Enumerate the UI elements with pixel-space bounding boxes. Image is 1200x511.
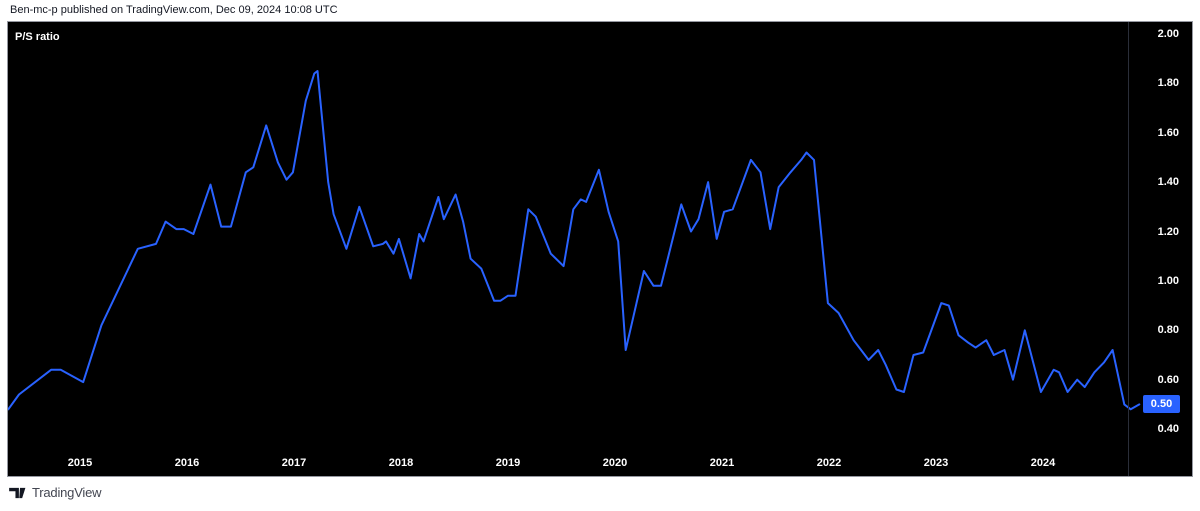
x-axis-tick: 2015 <box>67 457 93 469</box>
brand-text: TradingView <box>32 485 102 500</box>
pane-title: P/S ratio <box>15 31 60 43</box>
price-scale[interactable] <box>1126 22 1192 476</box>
y-axis-tick: 2.00 <box>1157 28 1179 40</box>
y-axis-tick: 1.60 <box>1157 127 1179 139</box>
tradingview-logo-icon <box>9 487 26 499</box>
x-axis-tick: 2024 <box>1030 457 1056 469</box>
price-scale-border <box>1128 22 1129 476</box>
y-axis-tick: 1.20 <box>1157 226 1179 238</box>
x-axis-tick: 2019 <box>495 457 521 469</box>
x-axis-tick: 2017 <box>281 457 307 469</box>
price-line-series <box>8 70 1141 411</box>
x-axis-tick: 2020 <box>602 457 628 469</box>
price-line-chart[interactable] <box>8 22 1192 476</box>
chart-surface[interactable] <box>8 22 1192 476</box>
x-axis-tick: 2016 <box>174 457 200 469</box>
attribution-text: Ben-mc-p published on TradingView.com, D… <box>10 4 338 16</box>
y-axis-tick: 1.00 <box>1157 275 1179 287</box>
attribution-bar: Ben-mc-p published on TradingView.com, D… <box>0 0 1200 21</box>
time-scale[interactable] <box>8 447 1192 476</box>
footer-bar: TradingView <box>0 477 1200 511</box>
x-axis-tick: 2023 <box>923 457 949 469</box>
y-axis-tick: 1.40 <box>1157 176 1179 188</box>
x-axis-tick: 2022 <box>816 457 842 469</box>
y-axis-tick: 0.60 <box>1157 374 1179 386</box>
chart-panel: P/S ratio 2.00 1.80 1.60 1.40 1.20 1.00 0.80 0.… <box>7 21 1193 477</box>
x-axis-tick: 2018 <box>388 457 414 469</box>
y-axis-tick: 0.40 <box>1157 423 1179 435</box>
last-price-badge: 0.50 <box>1143 395 1180 413</box>
y-axis-tick: 0.80 <box>1157 324 1179 336</box>
y-axis-tick: 1.80 <box>1157 77 1179 89</box>
tradingview-brand-link[interactable]: TradingView <box>9 485 102 500</box>
x-axis-tick: 2021 <box>709 457 735 469</box>
